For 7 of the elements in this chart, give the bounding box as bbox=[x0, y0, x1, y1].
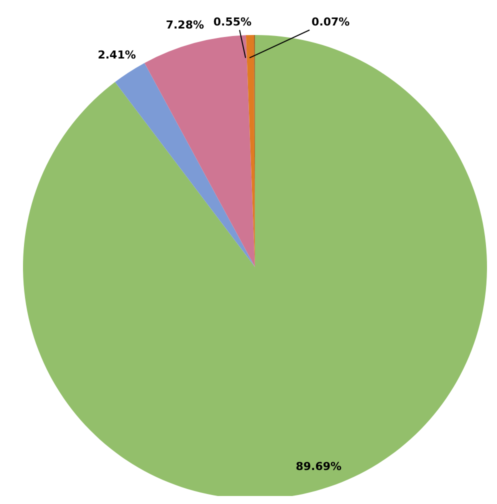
pie-slice bbox=[115, 63, 255, 267]
data-label: 0.55% bbox=[213, 16, 252, 28]
data-label: 0.07% bbox=[312, 16, 350, 28]
data-label: 2.41% bbox=[98, 48, 136, 62]
pie-slice bbox=[144, 35, 255, 267]
data-label: 89.69% bbox=[296, 460, 342, 474]
data-label: 7.28% bbox=[166, 18, 204, 32]
